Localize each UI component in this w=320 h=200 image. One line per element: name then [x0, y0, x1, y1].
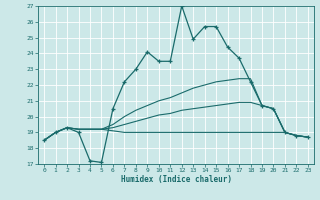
X-axis label: Humidex (Indice chaleur): Humidex (Indice chaleur) [121, 175, 231, 184]
